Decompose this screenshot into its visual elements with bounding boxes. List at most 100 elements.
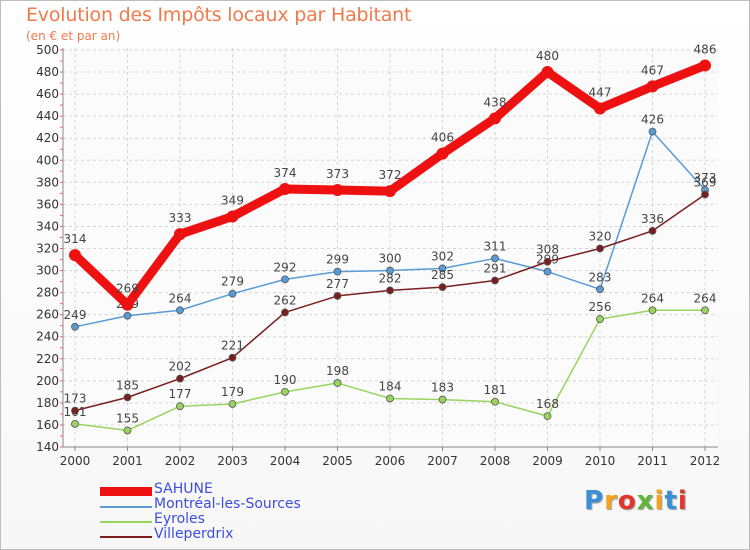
data-point <box>648 127 657 136</box>
data-label: 283 <box>589 270 612 284</box>
data-label: 447 <box>589 85 612 99</box>
data-label: 202 <box>169 360 192 374</box>
y-tick-label: 440 <box>36 109 59 123</box>
x-tick-label: 2002 <box>165 454 196 468</box>
data-point <box>123 393 132 402</box>
data-point <box>543 267 552 276</box>
data-point <box>333 267 342 276</box>
data-point <box>436 147 449 160</box>
legend-label: Villeperdrix <box>154 526 234 542</box>
y-tick-label: 200 <box>36 374 59 388</box>
data-label: 311 <box>484 239 507 253</box>
chart-title: Evolution des Impôts locaux par Habitant <box>26 4 412 26</box>
data-point <box>491 276 499 285</box>
y-tick-label: 420 <box>36 131 59 145</box>
data-point <box>228 400 237 408</box>
data-point <box>596 285 604 294</box>
data-label: 486 <box>694 42 717 56</box>
y-tick-label: 460 <box>36 87 59 101</box>
data-point <box>71 406 79 415</box>
data-label: 168 <box>536 397 559 411</box>
y-tick-label: 300 <box>36 264 59 278</box>
x-tick-label: 2008 <box>480 454 511 468</box>
data-label: 264 <box>641 291 664 305</box>
data-label: 349 <box>221 194 244 208</box>
legend-label: Eyroles <box>154 511 205 527</box>
data-label: 155 <box>116 411 139 425</box>
data-label: 264 <box>169 291 192 305</box>
data-point <box>281 275 289 284</box>
x-tick-label: 2000 <box>60 454 91 468</box>
data-label: 173 <box>64 392 87 406</box>
data-point <box>176 306 184 315</box>
data-point <box>491 397 499 406</box>
data-label: 285 <box>431 268 454 282</box>
data-label: 269 <box>116 282 139 296</box>
x-tick-label: 2010 <box>585 454 616 468</box>
x-tick-label: 2004 <box>270 454 301 468</box>
data-label: 372 <box>379 168 402 182</box>
y-tick-label: 480 <box>36 65 59 79</box>
data-point <box>71 322 79 331</box>
data-label: 292 <box>274 260 297 274</box>
data-point <box>438 264 447 273</box>
data-label: 262 <box>274 293 297 307</box>
data-point <box>594 102 606 115</box>
data-label: 320 <box>589 230 612 244</box>
y-tick-label: 320 <box>36 242 59 256</box>
data-point <box>543 257 552 266</box>
data-point <box>646 80 659 93</box>
data-point <box>596 315 604 323</box>
data-label: 256 <box>589 300 612 314</box>
data-point <box>123 311 132 320</box>
data-label: 314 <box>64 232 87 246</box>
y-tick-label: 500 <box>36 43 59 57</box>
legend-swatch <box>100 506 152 508</box>
data-point <box>541 66 554 79</box>
y-tick-label: 360 <box>36 197 59 211</box>
legend-swatch <box>100 521 152 523</box>
y-tick-label: 260 <box>36 308 59 322</box>
data-point <box>489 112 501 125</box>
legend-label: Montréal-les-Sources <box>154 496 301 512</box>
y-tick-label: 340 <box>36 219 59 233</box>
data-label: 282 <box>379 271 402 285</box>
chart-subtitle: (en € et par an) <box>26 29 121 43</box>
data-label: 198 <box>326 364 349 378</box>
y-tick-label: 220 <box>36 352 59 366</box>
data-label: 291 <box>484 261 507 275</box>
data-point <box>384 185 396 198</box>
data-point <box>386 266 394 275</box>
data-point <box>596 244 604 253</box>
y-tick-label: 180 <box>36 396 59 410</box>
y-tick-label: 380 <box>36 175 59 189</box>
data-point <box>123 426 132 435</box>
data-label: 480 <box>536 49 559 63</box>
data-point <box>438 283 447 291</box>
data-label: 299 <box>326 253 349 267</box>
data-point <box>648 306 657 315</box>
data-point <box>228 353 237 362</box>
data-point <box>699 59 711 72</box>
y-tick-label: 400 <box>36 153 59 167</box>
data-label: 300 <box>379 252 402 266</box>
data-point <box>543 412 552 421</box>
data-label: 336 <box>641 212 664 226</box>
x-tick-label: 2005 <box>322 454 353 468</box>
data-label: 333 <box>169 211 192 225</box>
x-tick-label: 2009 <box>532 454 563 468</box>
y-tick-label: 280 <box>36 286 59 300</box>
y-tick-label: 160 <box>36 418 59 432</box>
x-tick-label: 2012 <box>690 454 721 468</box>
data-label: 426 <box>641 113 664 127</box>
data-label: 374 <box>274 166 297 180</box>
data-label: 183 <box>431 381 454 395</box>
data-point <box>174 228 186 241</box>
x-tick-label: 2006 <box>375 454 406 468</box>
data-point <box>279 182 291 195</box>
data-point <box>648 226 657 235</box>
data-label: 177 <box>169 387 192 401</box>
data-label: 308 <box>536 243 559 257</box>
data-point <box>491 254 499 263</box>
